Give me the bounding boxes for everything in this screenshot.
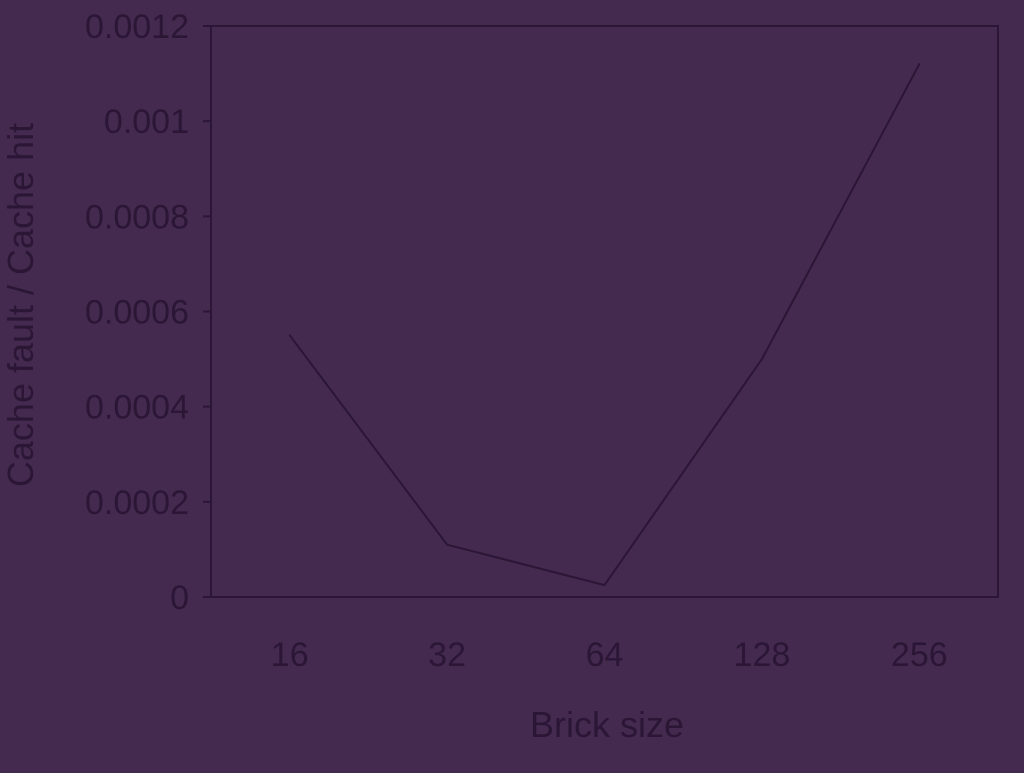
y-axis-label: Cache fault / Cache hit bbox=[0, 123, 41, 487]
x-tick-label: 64 bbox=[586, 636, 624, 674]
x-tick-label: 32 bbox=[428, 636, 466, 674]
data-point bbox=[760, 358, 763, 361]
x-axis-ticks: 16 32 64 128 256 bbox=[271, 636, 948, 674]
plot-frame bbox=[210, 25, 999, 598]
y-axis-ticks: 0 0.0002 0.0004 0.0006 0.0008 0.001 0.0012 bbox=[85, 8, 211, 617]
data-point bbox=[446, 543, 449, 546]
y-tick-label: 0.0006 bbox=[85, 294, 189, 332]
data-point bbox=[288, 334, 291, 337]
x-tick-label: 16 bbox=[271, 636, 309, 674]
series-line bbox=[288, 63, 921, 587]
series-layer bbox=[288, 63, 921, 587]
y-tick-label: 0.001 bbox=[104, 103, 189, 141]
data-point bbox=[603, 584, 606, 587]
x-tick-label: 256 bbox=[891, 636, 948, 674]
y-tick-label: 0.0004 bbox=[85, 389, 189, 427]
y-tick-label: 0.0002 bbox=[85, 484, 189, 522]
x-axis-label: Brick size bbox=[530, 704, 684, 745]
y-tick-label: 0.0012 bbox=[85, 8, 189, 46]
y-tick-label: 0.0008 bbox=[85, 198, 189, 236]
y-tick-label: 0 bbox=[170, 579, 189, 617]
data-point bbox=[918, 63, 921, 66]
x-tick-label: 128 bbox=[734, 636, 791, 674]
